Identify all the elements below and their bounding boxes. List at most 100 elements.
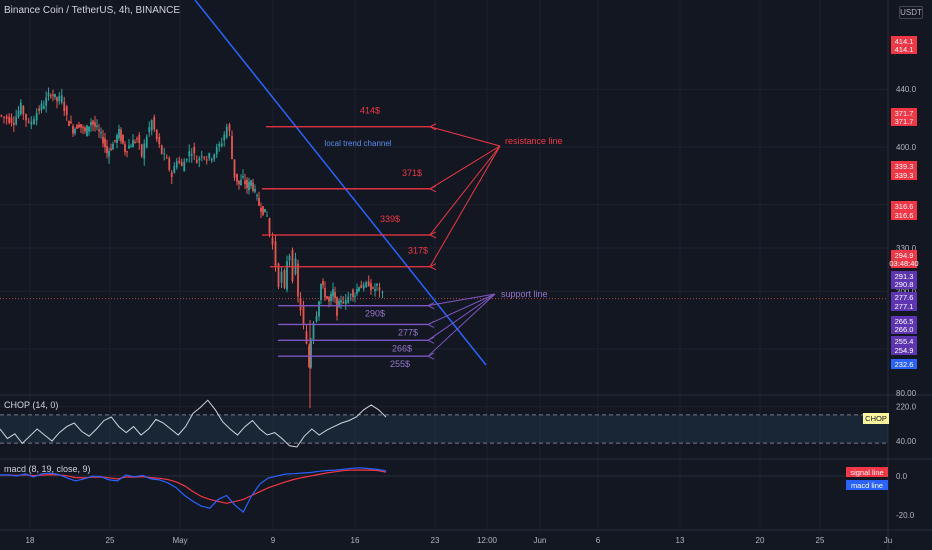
candle-body: [193, 146, 196, 154]
candle-body: [360, 284, 363, 289]
candle-body: [63, 102, 66, 111]
candle-body: [128, 145, 130, 149]
candle-body: [365, 282, 368, 288]
candle-body: [120, 129, 122, 142]
candle-body: [250, 180, 252, 186]
resistance-arrowhead: [428, 185, 437, 193]
candle-body: [178, 160, 181, 163]
candle-body: [374, 289, 376, 292]
candle-body: [138, 134, 141, 144]
candle-body: [12, 122, 15, 125]
candle-body: [126, 151, 128, 153]
candle-body: [322, 281, 324, 286]
candle-body: [25, 114, 27, 121]
price-tag-bg: [891, 279, 917, 289]
candle-body: [183, 161, 186, 172]
time-tick-label: 18: [26, 536, 35, 545]
candle-body: [210, 158, 213, 161]
candle-body: [297, 263, 299, 297]
candle-body: [228, 124, 231, 131]
candle-body: [271, 237, 274, 245]
candle-body: [88, 126, 90, 132]
candle-body: [378, 287, 381, 291]
time-tick-label: 16: [351, 536, 360, 545]
candle-body: [90, 122, 92, 126]
resistance-price-label: 339$: [380, 214, 400, 224]
candle-body: [153, 116, 156, 130]
candle-body: [22, 106, 25, 115]
candle-body: [336, 297, 338, 316]
candle-body: [200, 155, 203, 157]
chop-title[interactable]: CHOP (14, 0): [4, 400, 59, 410]
time-tick-label: 20: [756, 536, 765, 545]
candle-body: [310, 339, 312, 368]
candle-body: [244, 180, 246, 185]
candle-body: [190, 154, 193, 156]
candle-body: [10, 117, 13, 123]
candle-body: [338, 300, 340, 308]
candle-body: [17, 110, 20, 117]
candle-body: [45, 97, 48, 106]
candle-body: [185, 159, 188, 161]
resistance-price-label: 317$: [408, 246, 428, 256]
price-tag: 277.1: [895, 302, 914, 311]
candle-body: [381, 291, 384, 293]
candle-body: [258, 197, 260, 206]
candle-body: [256, 195, 258, 197]
candle-body: [80, 124, 82, 128]
candle-body: [49, 95, 52, 97]
price-tag: 316.6: [895, 211, 914, 220]
time-tick-label: 9: [271, 536, 276, 545]
price-tag: 290.8: [895, 280, 914, 289]
candle-body: [116, 135, 118, 143]
support-price-label: 290$: [365, 309, 385, 319]
candle-body: [168, 158, 171, 170]
currency-badge[interactable]: USDT: [899, 6, 923, 19]
candle-body: [376, 283, 378, 286]
candle-body: [372, 287, 374, 289]
candle-body: [344, 299, 347, 304]
macd-tick-label: 0.0: [896, 472, 908, 481]
price-tag: 03:48:40: [889, 259, 918, 268]
candle-body: [110, 148, 112, 150]
candle-body: [180, 162, 183, 166]
candle-body: [60, 95, 63, 103]
price-tag: 232.6: [895, 360, 914, 369]
candle-body: [134, 141, 136, 143]
candle-body: [158, 136, 161, 145]
candle-body: [299, 297, 302, 311]
candle-body: [74, 128, 76, 134]
candle-body: [98, 129, 100, 132]
chop-tick-label: 80.00: [896, 389, 917, 398]
candle-body: [106, 146, 108, 154]
candle-body: [3, 116, 5, 118]
candle-body: [370, 283, 372, 291]
candle-body: [225, 126, 228, 138]
candle-body: [56, 97, 58, 102]
signal-line: [0, 469, 387, 504]
candle-body: [262, 206, 264, 215]
candle-body: [328, 297, 330, 302]
time-tick-label: 6: [596, 536, 601, 545]
chart-drawings: local trend channel 414$ 371$ 339$ 317$ resis…: [194, 0, 563, 369]
candle-body: [170, 172, 173, 178]
macd-title[interactable]: macd (8, 19, close, 9): [4, 464, 91, 474]
candle-body: [352, 289, 354, 297]
candle-body: [302, 305, 305, 326]
price-tag: 371.7: [895, 117, 914, 126]
candle-body: [358, 287, 360, 291]
candle-body: [132, 140, 134, 148]
time-tick-label: 12:00: [477, 536, 498, 545]
candle-body: [188, 151, 191, 157]
resistance-price-label: 414$: [360, 106, 380, 116]
candle-body: [35, 113, 38, 121]
chop-indicator: [0, 399, 387, 448]
price-tag: 291.3: [895, 272, 914, 281]
macd-tag-bg: [846, 480, 888, 490]
macd-line: [0, 467, 387, 514]
price-tick-label: 440.0: [896, 85, 917, 94]
candle-body: [233, 159, 236, 178]
candle-body: [286, 261, 288, 290]
candle-body: [347, 296, 350, 304]
